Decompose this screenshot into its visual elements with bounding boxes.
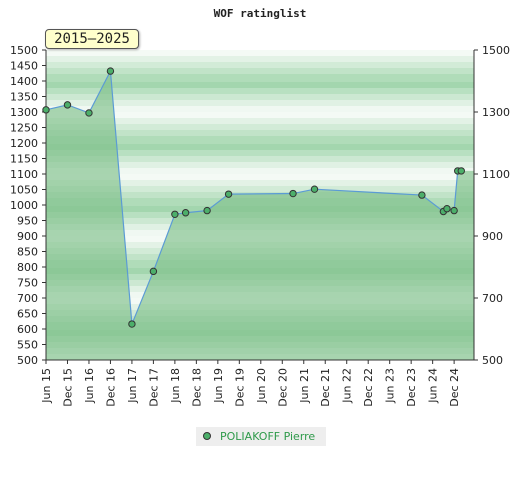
- data-point[interactable]: [203, 206, 211, 215]
- x-tick-label: Dec 19: [233, 368, 246, 407]
- data-point[interactable]: [85, 109, 93, 117]
- x-tick-label: Dec 16: [104, 368, 117, 407]
- data-point[interactable]: [310, 185, 319, 193]
- x-tick-label: Jun 22: [341, 368, 354, 404]
- y-tick-label-right: 700: [482, 292, 503, 305]
- y-tick-label: 1450: [10, 60, 38, 73]
- x-tick-label: Dec 24: [448, 368, 461, 407]
- data-point[interactable]: [443, 205, 451, 213]
- data-point[interactable]: [63, 101, 72, 109]
- data-point[interactable]: [128, 320, 136, 328]
- y-tick-label: 1000: [10, 199, 38, 212]
- data-point[interactable]: [149, 267, 158, 276]
- x-tick-label: Jun 16: [83, 368, 96, 404]
- x-tick-label: Dec 21: [319, 368, 332, 407]
- data-point[interactable]: [181, 209, 190, 217]
- y-tick-label: 1300: [10, 106, 38, 119]
- data-point[interactable]: [171, 210, 179, 219]
- data-point[interactable]: [42, 106, 50, 114]
- y-tick-label-right: 1100: [482, 168, 510, 181]
- y-tick-label: 700: [17, 292, 38, 305]
- y-tick-label-right: 500: [482, 354, 503, 367]
- y-tick-label: 1500: [10, 44, 38, 57]
- series-points: [42, 67, 465, 328]
- data-point[interactable]: [106, 67, 115, 75]
- period-badge-label: 2015–2025: [54, 31, 130, 47]
- y-tick-label-right: 1300: [482, 106, 510, 119]
- data-point[interactable]: [418, 191, 426, 199]
- y-tick-label: 1250: [10, 122, 38, 135]
- x-tick-label: Jun 20: [255, 368, 268, 404]
- x-tick-label: Jun 24: [427, 368, 440, 404]
- y-axis-left-ticks: 500 550 600 650 700 750 800 850 900 950 1000 1050 11…: [10, 44, 46, 367]
- y-tick-label: 1050: [10, 184, 38, 197]
- data-point[interactable]: [289, 189, 297, 198]
- series-area: [46, 71, 474, 360]
- y-tick-label-right: 1500: [482, 44, 510, 57]
- x-axis-ticks: Jun 15 Dec 15 Jun 16 Dec 16 Jun 17 Dec 17 Jun …: [40, 360, 461, 407]
- y-tick-label: 600: [17, 323, 38, 336]
- data-point[interactable]: [224, 190, 233, 198]
- period-badge: 2015–2025: [45, 29, 139, 49]
- y-tick-label-right: 900: [482, 230, 503, 243]
- y-tick-label: 1150: [10, 153, 38, 166]
- y-tick-label: 650: [17, 308, 38, 321]
- y-tick-label: 1100: [10, 168, 38, 181]
- y-axis-right-ticks: 500 700 900 1100 1300 1500: [474, 44, 510, 367]
- legend-label: POLIAKOFF Pierre: [220, 430, 316, 443]
- x-tick-label: Dec 17: [147, 368, 160, 407]
- data-point[interactable]: [450, 206, 458, 215]
- y-tick-label: 1200: [10, 137, 38, 150]
- x-tick-label: Jun 18: [169, 368, 182, 404]
- y-tick-label: 550: [17, 339, 38, 352]
- x-tick-label: Dec 23: [405, 368, 418, 407]
- y-tick-label: 750: [17, 277, 38, 290]
- chart-title: WOF ratinglist: [214, 7, 307, 20]
- legend[interactable]: POLIAKOFF Pierre: [196, 427, 326, 446]
- x-tick-label: Dec 18: [190, 368, 203, 407]
- data-point[interactable]: [457, 167, 465, 175]
- x-tick-label: Jun 23: [384, 368, 397, 404]
- y-tick-label: 850: [17, 246, 38, 259]
- y-tick-label: 900: [17, 230, 38, 243]
- y-tick-label: 950: [17, 215, 38, 228]
- x-tick-label: Jun 19: [212, 368, 225, 404]
- x-tick-label: Jun 21: [298, 368, 311, 404]
- x-tick-label: Jun 15: [40, 368, 53, 404]
- x-tick-label: Dec 22: [362, 368, 375, 407]
- y-tick-label: 800: [17, 261, 38, 274]
- green-dot-icon: [203, 432, 211, 440]
- x-tick-label: Dec 15: [61, 368, 74, 407]
- y-tick-label: 1400: [10, 75, 38, 88]
- x-tick-label: Jun 17: [126, 368, 139, 404]
- y-tick-label: 1350: [10, 91, 38, 104]
- x-tick-label: Dec 20: [276, 368, 289, 407]
- y-tick-label: 500: [17, 354, 38, 367]
